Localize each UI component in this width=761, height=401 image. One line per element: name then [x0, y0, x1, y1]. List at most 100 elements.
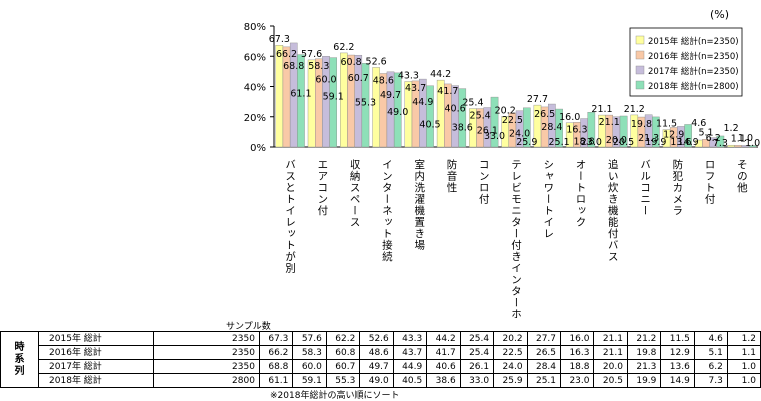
category-labels: バスとトイレットが別 エアコン付 収納スペース インターネット接続 室内洗濯機置き場 防音…: [284, 158, 748, 320]
category-label: 収納スペース: [349, 159, 361, 228]
bar: [587, 112, 596, 148]
table-cell: 20.2: [493, 331, 528, 346]
bar-value-label: 60.0: [315, 74, 336, 85]
bar-value-label: 44.2: [430, 69, 451, 80]
data-table: 時系列 2015年 総計 2350 67.3 57.6 62.2 52.6 43.3 44.2 2…: [0, 331, 761, 388]
bar-value-label: 21.1: [591, 104, 612, 115]
table-cell: 7.3: [693, 373, 728, 388]
bar-value-label: 60.7: [348, 73, 369, 84]
table-cell: 21.1: [593, 345, 628, 360]
table-cell: 1.0: [726, 373, 761, 388]
bar-value-label: 41.7: [437, 86, 458, 97]
row-label: 2018年 総計: [38, 373, 155, 388]
table-cell: 48.6: [359, 345, 394, 360]
bar-value-label: 14.9: [678, 137, 699, 148]
table-cell: 33.0: [459, 373, 495, 388]
table-row: 2016年 総計 2350 66.2 58.3 60.8 48.6 43.7 41.7 25.4…: [1, 345, 761, 360]
bar-value-label: 19.9: [645, 137, 666, 148]
category-label: オートロック: [575, 159, 587, 228]
table-cell: 40.5: [392, 373, 428, 388]
table-cell: 26.5: [526, 345, 562, 360]
bar-chart: 0% 20% 40% 60% 80% 67.3 57.6 62.2 52.6 43.3 44.2 2…: [244, 22, 760, 320]
y-tick-label: 20%: [244, 113, 266, 124]
bar-value-label: 20.0: [606, 135, 627, 146]
table-cell: 55.3: [325, 373, 361, 388]
table-cell: 41.7: [426, 345, 461, 360]
bar-value-label: 22.5: [502, 115, 523, 126]
bar-value-label: 6.2: [706, 133, 721, 144]
table-cell: 59.1: [292, 373, 327, 388]
sample-count: 2800: [153, 373, 260, 388]
bar: [523, 107, 531, 148]
bar: [727, 144, 735, 148]
row-label: 2015年 総計: [38, 331, 155, 346]
table-cell: 44.2: [426, 331, 461, 346]
bar-value-label: 7.3: [713, 138, 728, 149]
bar: [297, 54, 305, 148]
bar: [347, 54, 355, 148]
bar-value-label: 25.9: [516, 137, 537, 148]
legend-swatch: [635, 80, 645, 90]
table-cell: 12.9: [660, 345, 695, 360]
legend-swatch: [635, 50, 645, 60]
y-tick-label: 80%: [244, 22, 266, 33]
table-cell: 1.1: [726, 345, 761, 360]
bar: [361, 63, 370, 148]
bar-value-label: 1.2: [724, 123, 739, 134]
group-label: 時系列: [0, 331, 40, 388]
table-cell: 57.6: [292, 331, 327, 346]
bar: [490, 96, 499, 148]
category-label: テレビモニター付きインターホン: [510, 159, 522, 320]
table-cell: 14.9: [660, 373, 695, 388]
table-cell: 6.2: [693, 359, 728, 374]
bar-value-label: 18.8: [574, 137, 595, 148]
bar-value-labels: 67.3 57.6 62.2 52.6 43.3 44.2 25.4 20.2 27.7 16.0…: [269, 34, 760, 149]
table-cell: 68.8: [258, 359, 294, 374]
table-cell: 58.3: [292, 345, 327, 360]
table-cell: 4.6: [693, 331, 728, 346]
bar: [748, 145, 757, 148]
table-cell: 62.2: [325, 331, 361, 346]
bar-value-label: 38.6: [452, 123, 473, 134]
table-cell: 25.4: [459, 331, 495, 346]
footnote: ※2018年総計の高い順にソート: [270, 391, 400, 401]
table-cell: 49.7: [359, 359, 394, 374]
bar-value-label: 23.0: [581, 137, 602, 148]
legend-swatch: [635, 35, 645, 45]
table-cell: 25.4: [459, 345, 495, 360]
bar: [426, 85, 434, 148]
bar-value-label: 21.2: [624, 104, 645, 115]
table-cell: 20.0: [593, 359, 628, 374]
table-cell: 21.3: [626, 359, 662, 374]
bar-value-label: 16.3: [566, 124, 587, 135]
bar-value-label: 20.5: [613, 137, 634, 148]
y-tick-label: 60%: [244, 52, 266, 63]
bar: [619, 115, 628, 148]
legend-label: 2018年 総計(n=2800): [648, 81, 739, 92]
bar-value-label: 19.8: [631, 119, 652, 130]
bar-value-label: 44.9: [412, 97, 433, 108]
bar-value-label: 40.5: [419, 120, 440, 131]
table-cell: 26.1: [459, 359, 495, 374]
table-cell: 20.5: [593, 373, 628, 388]
table-row: 2017年 総計 2350 68.8 60.0 60.7 49.7 44.9 40.6 26.1…: [1, 359, 761, 374]
table-cell: 49.0: [359, 373, 394, 388]
sample-count: 2350: [153, 345, 260, 360]
bar-value-label: 21.3: [638, 133, 659, 144]
table-cell: 22.5: [493, 345, 528, 360]
bars: [275, 42, 757, 148]
sample-count-label: サンプル数: [226, 322, 271, 332]
bar: [684, 124, 692, 148]
table-cell: 60.0: [292, 359, 327, 374]
bar-value-label: 11.5: [656, 119, 677, 130]
bar: [555, 108, 563, 148]
table-cell: 1.2: [726, 331, 761, 346]
bar: [275, 45, 284, 148]
bar: [458, 88, 467, 148]
legend: 2015年 総計(n=2350) 2016年 総計(n=2350) 2017年 総計…: [629, 27, 743, 97]
bar-value-label: 5.1: [698, 127, 713, 138]
table-cell: 11.5: [660, 331, 695, 346]
legend-box: [629, 27, 743, 97]
category-label: その他: [736, 159, 748, 194]
table-row: 時系列 2015年 総計 2350 67.3 57.6 62.2 52.6 43.3 44.2 2…: [0, 331, 761, 388]
